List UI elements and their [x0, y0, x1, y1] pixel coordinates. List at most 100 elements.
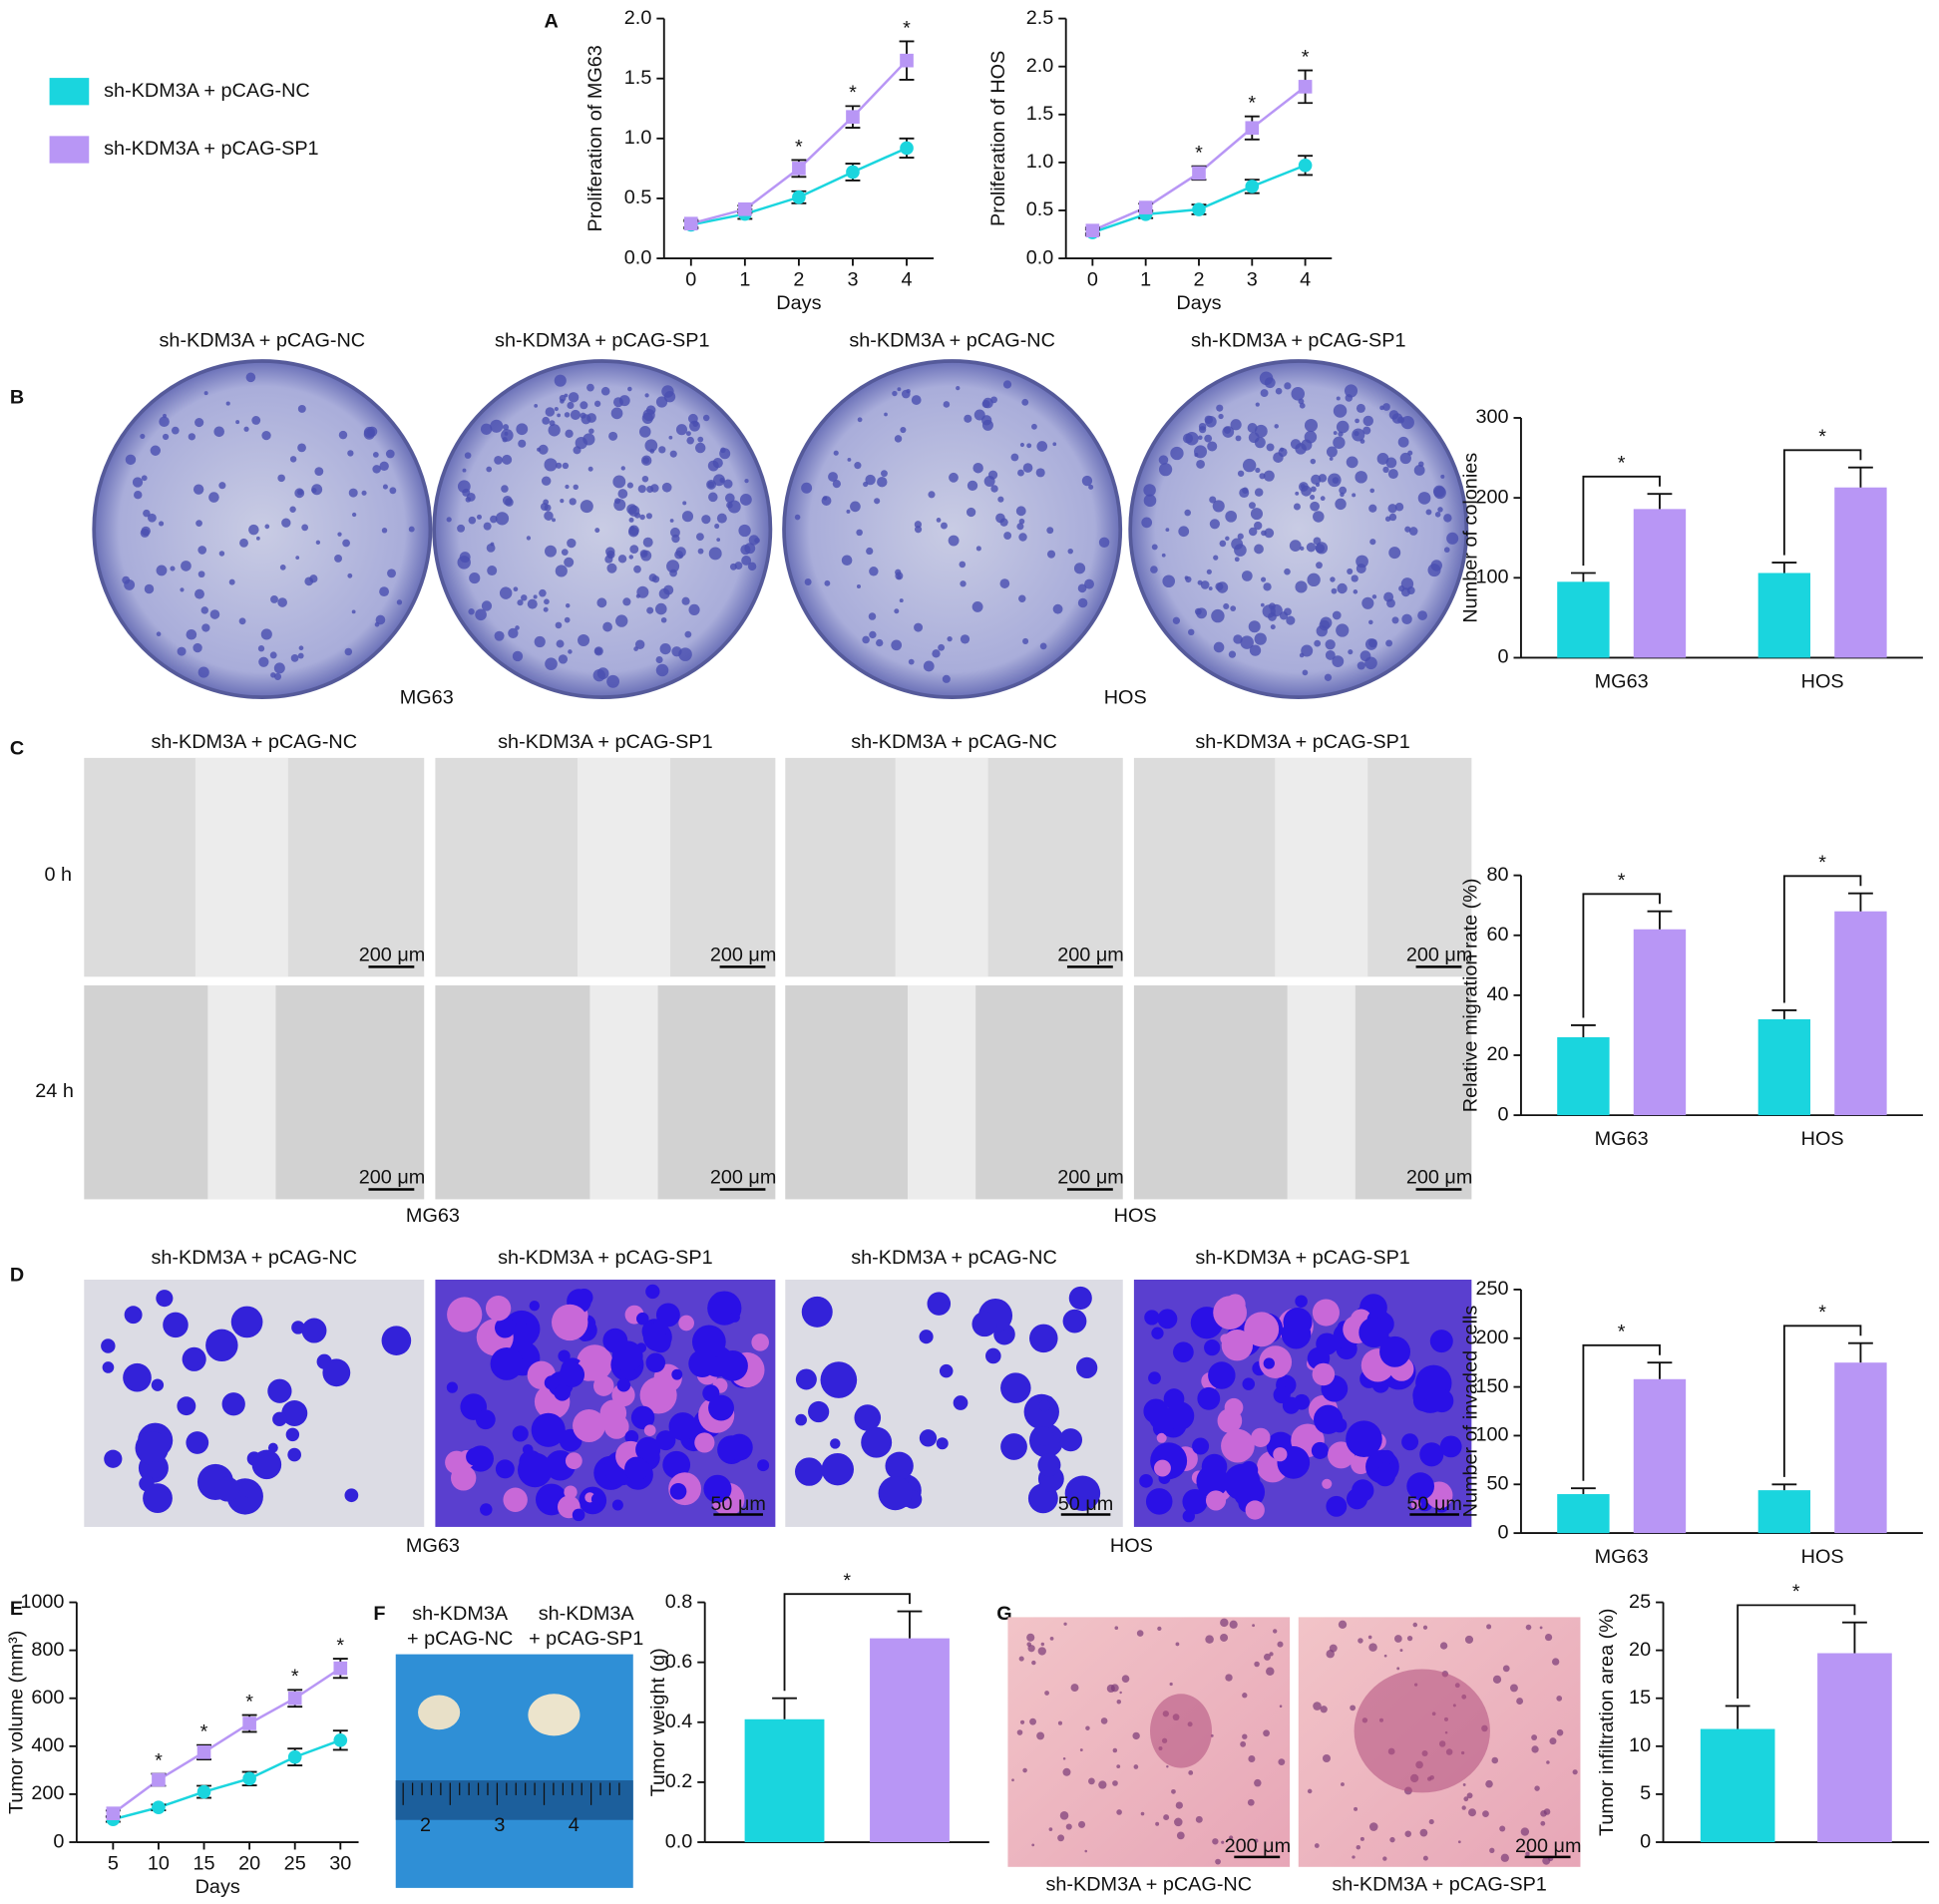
legend-label: sh-KDM3A + pCAG-SP1 — [104, 138, 318, 160]
colony-dot — [208, 492, 219, 503]
colony-dot — [669, 519, 674, 523]
colony-dot — [1018, 518, 1025, 525]
colony-dot — [516, 423, 529, 436]
colony-dot — [457, 480, 471, 494]
he-nucleus — [1205, 1635, 1214, 1644]
colony-dot — [1413, 465, 1425, 476]
he-nucleus — [1036, 1731, 1045, 1740]
data-point — [333, 1732, 348, 1747]
invaded-cell — [575, 1288, 593, 1307]
he-mass — [1150, 1694, 1212, 1768]
colony-dot — [1302, 669, 1309, 676]
y-tick-label: 100 — [1475, 567, 1508, 588]
he-nucleus — [1482, 1810, 1489, 1817]
wound-gap — [908, 984, 976, 1200]
invaded-cell — [602, 1328, 628, 1353]
data-point — [152, 1772, 166, 1787]
colony-dot — [582, 433, 595, 446]
colony-dot — [801, 482, 813, 494]
colony-dot — [581, 414, 591, 425]
colony-dot — [637, 485, 646, 494]
error-bar — [1848, 466, 1873, 488]
colony-dot — [1347, 568, 1354, 574]
invaded-cell — [636, 1312, 649, 1326]
colony-dot — [558, 654, 569, 664]
he-nucleus — [1031, 1843, 1035, 1847]
data-point — [152, 1800, 166, 1814]
he-nucleus — [1419, 1828, 1428, 1837]
y-tick-label: 1.0 — [624, 127, 652, 149]
invaded-cell — [554, 1383, 571, 1401]
he-nucleus — [1114, 1626, 1119, 1631]
colony-dot — [469, 572, 481, 584]
invaded-cell — [1352, 1479, 1374, 1502]
y-tick-label: 300 — [1475, 406, 1508, 428]
colony-dot — [1081, 475, 1093, 487]
data-point — [287, 1691, 302, 1706]
y-axis-label: Number of invaded cells — [1460, 1306, 1482, 1518]
photo-title: sh-KDM3A + pCAG-NC — [851, 1247, 1057, 1269]
tumor-photo — [395, 1654, 633, 1888]
y-tick-label: 150 — [1475, 1375, 1508, 1397]
invaded-cell — [878, 1476, 913, 1511]
colony-dot — [1035, 468, 1045, 478]
colony-dot — [351, 609, 356, 614]
significance-bracket — [1782, 875, 1862, 1003]
colony-dot — [658, 446, 666, 454]
he-nucleus — [1225, 1674, 1233, 1682]
colony-dot — [1368, 504, 1377, 513]
y-tick-label: 0.4 — [665, 1711, 693, 1732]
invaded-cell — [655, 1430, 676, 1451]
y-tick-label: 40 — [1486, 983, 1508, 1005]
colony-dot — [1275, 387, 1283, 395]
colony-dot — [1197, 579, 1203, 585]
y-tick-label: 1.0 — [1026, 151, 1054, 173]
he-nucleus — [1157, 1626, 1162, 1631]
colony-dot — [877, 476, 888, 488]
colony-dot — [938, 643, 946, 651]
he-nucleus — [1509, 1684, 1518, 1693]
error-bar — [1647, 493, 1673, 510]
colony-dot — [1387, 469, 1398, 480]
invaded-cell — [322, 1358, 351, 1387]
colony-dot — [1331, 587, 1338, 594]
colony-dot — [1314, 639, 1322, 647]
invaded-cell — [1245, 1500, 1265, 1520]
y-tick-label: 2.0 — [624, 7, 652, 29]
colony-dot — [914, 622, 924, 632]
legend-swatch — [49, 136, 90, 164]
colony-dot — [856, 529, 863, 537]
he-nucleus — [1098, 1780, 1107, 1789]
colony-dot — [539, 588, 547, 597]
invaded-cell — [694, 1432, 715, 1453]
panel-label: C — [10, 737, 24, 759]
photo-title: sh-KDM3A + pCAG-SP1 — [498, 731, 712, 753]
data-point — [738, 201, 752, 216]
he-nucleus — [1169, 1682, 1173, 1687]
data-point — [1085, 223, 1100, 238]
invaded-cell — [1263, 1357, 1275, 1369]
colony-dot — [633, 646, 638, 651]
colony-dot — [385, 449, 395, 459]
he-nucleus — [1399, 1649, 1403, 1653]
invaded-cell — [1192, 1437, 1210, 1455]
colony-dot — [554, 374, 567, 387]
colony-dot — [608, 431, 618, 441]
colony-dot — [277, 474, 285, 483]
he-nucleus — [1539, 1626, 1543, 1630]
cell-line-label: MG63 — [406, 1535, 460, 1557]
colony-dot — [1311, 474, 1322, 485]
error-bar — [1848, 892, 1873, 912]
colony-dot — [1088, 484, 1094, 490]
invaded-cell — [558, 1349, 571, 1362]
colony-dot — [678, 647, 692, 661]
he-nucleus — [1314, 1843, 1320, 1848]
he-nucleus — [1329, 1644, 1338, 1653]
time-label: 24 h — [35, 1080, 74, 1102]
he-nucleus — [1062, 1767, 1071, 1776]
he-nucleus — [1551, 1658, 1560, 1666]
colony-dot — [1230, 419, 1242, 431]
colony-dot — [636, 585, 649, 598]
y-tick-label: 0.0 — [1026, 246, 1054, 268]
colony-dot — [644, 439, 658, 453]
